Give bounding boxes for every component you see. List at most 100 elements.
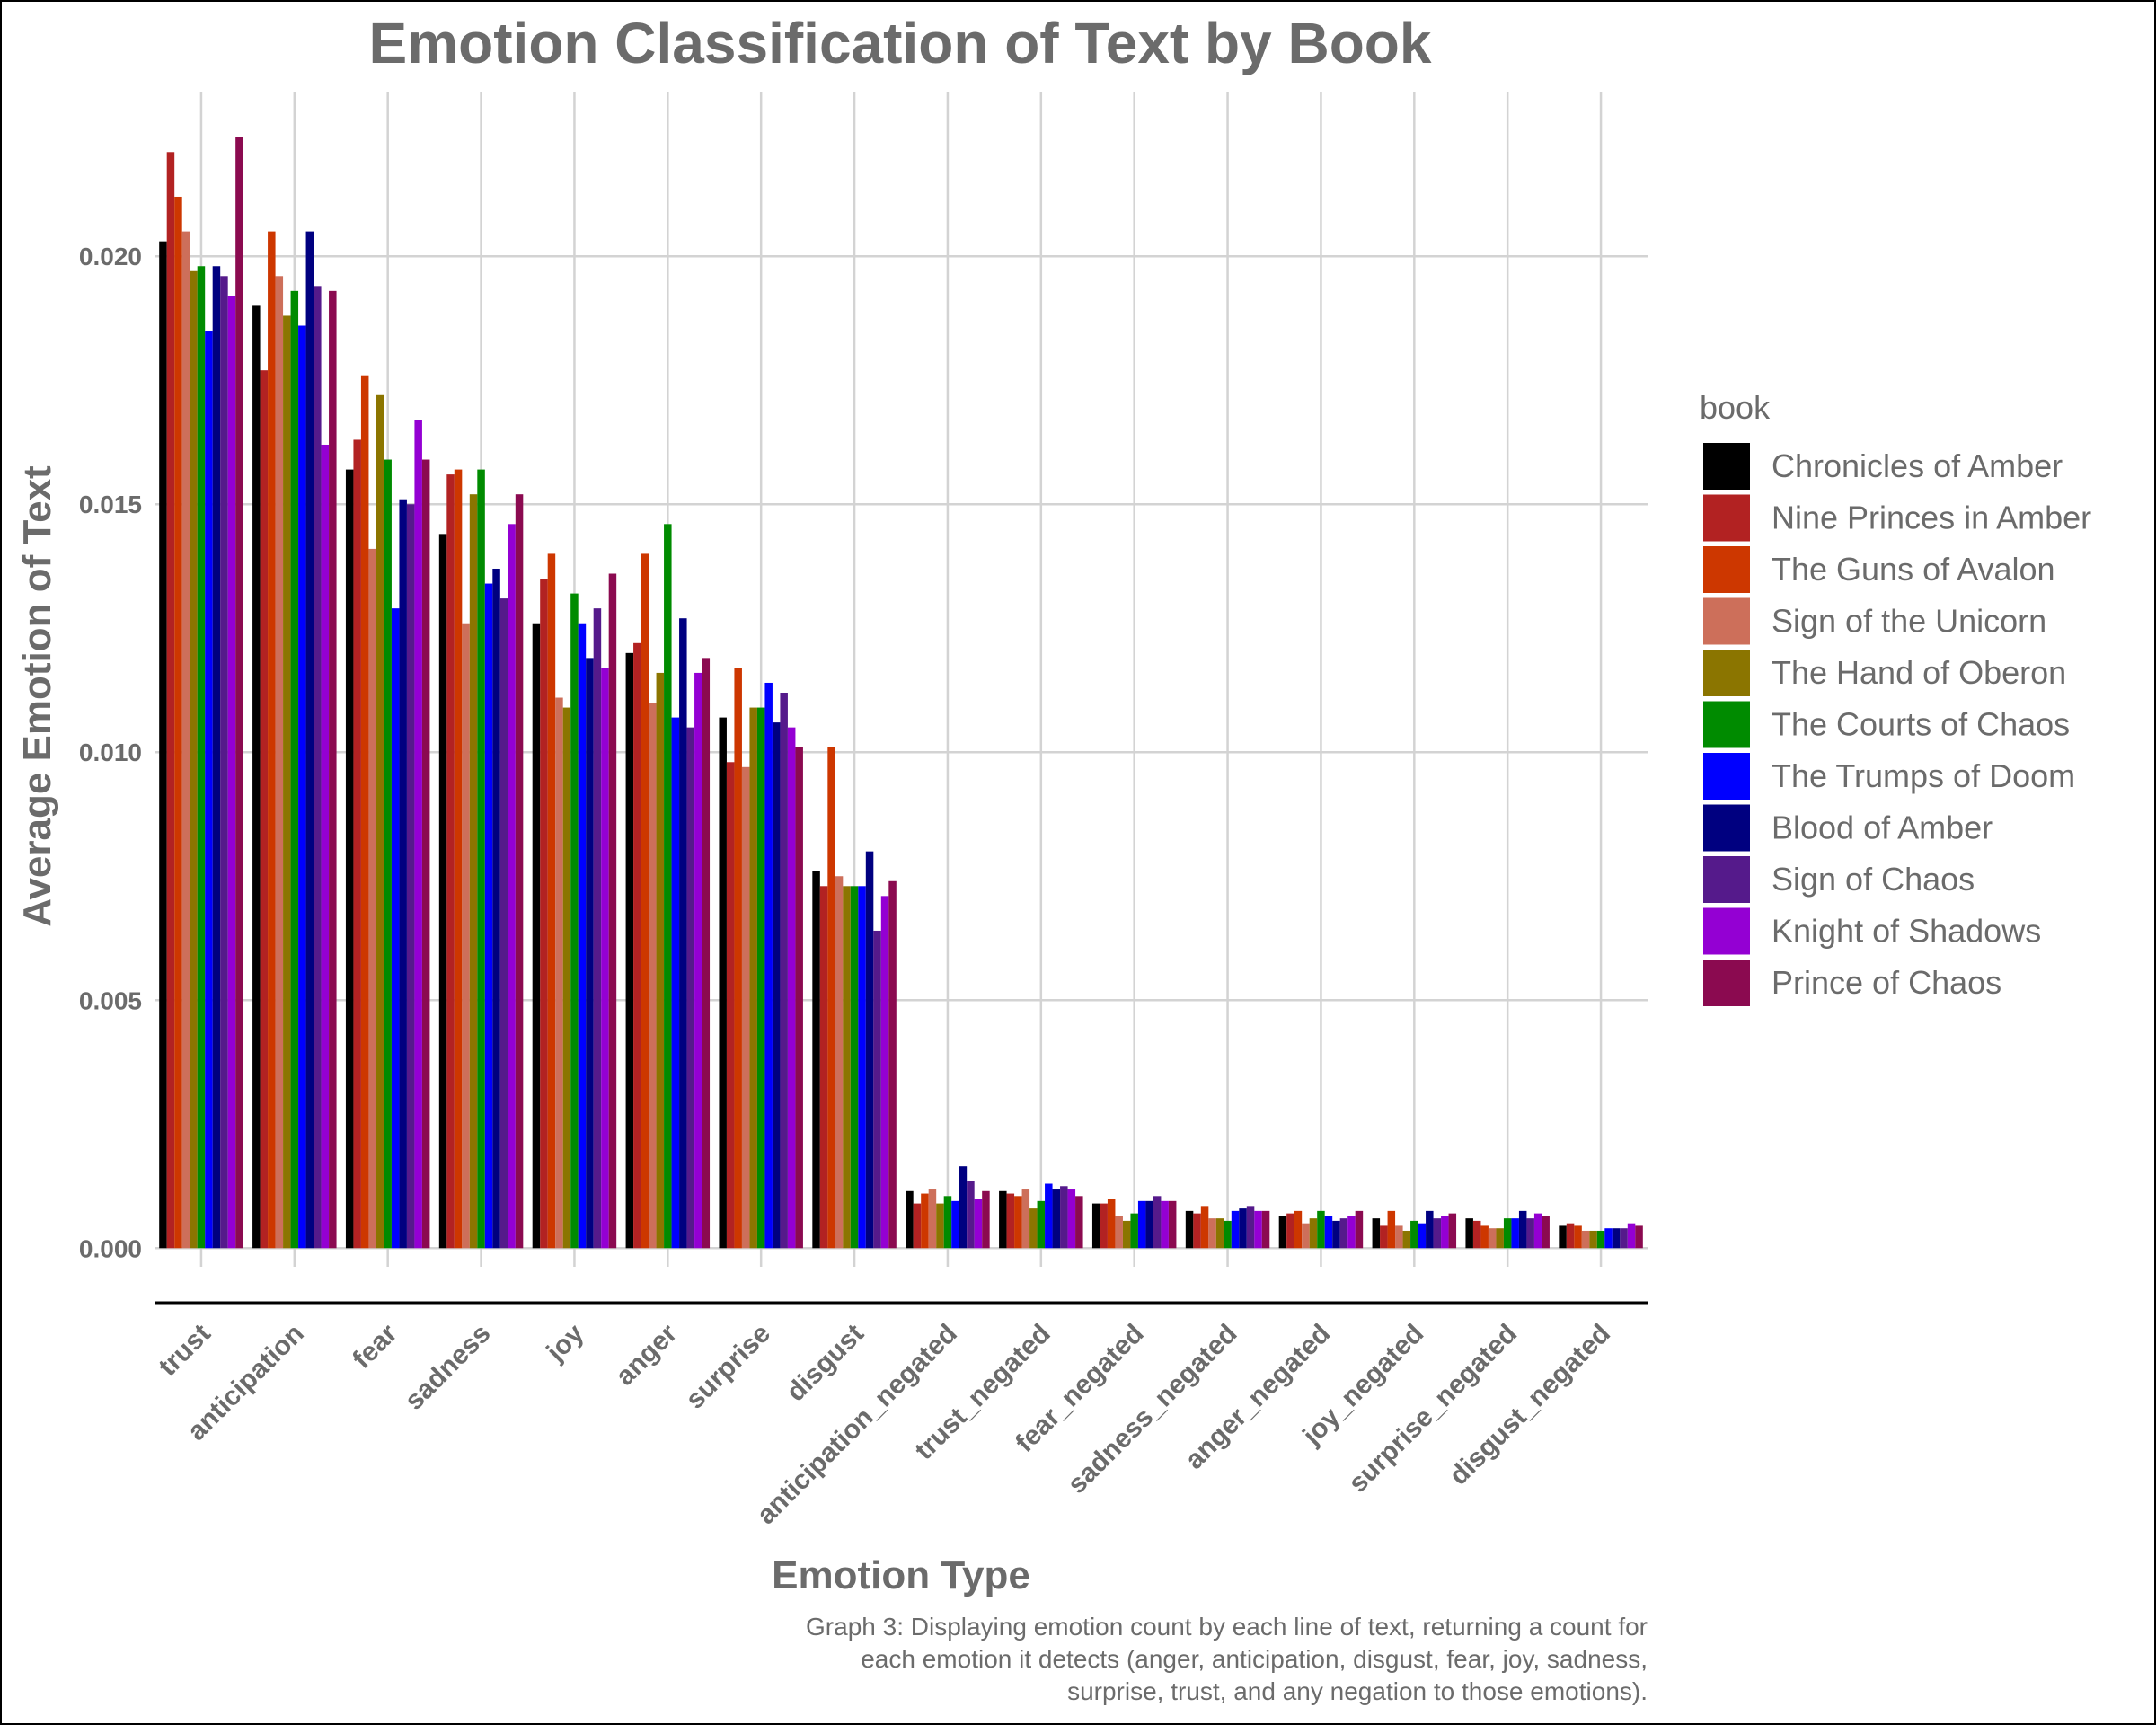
bar <box>1380 1225 1388 1249</box>
bar <box>858 886 866 1249</box>
bar <box>1130 1213 1138 1249</box>
bar <box>492 568 500 1249</box>
bar <box>749 707 757 1249</box>
legend-swatch <box>1703 443 1750 490</box>
bar <box>1339 1218 1348 1249</box>
bar <box>562 707 571 1249</box>
legend-label: The Trumps of Doom <box>1772 757 2075 794</box>
bar <box>1612 1228 1621 1249</box>
bar <box>268 231 276 1249</box>
bar <box>1254 1210 1262 1249</box>
legend-label: Chronicles of Amber <box>1772 447 2063 484</box>
bar <box>1620 1228 1628 1249</box>
bar <box>1372 1218 1381 1249</box>
bar <box>547 553 556 1249</box>
bar <box>959 1166 968 1249</box>
bar <box>540 579 548 1249</box>
bar <box>795 747 803 1249</box>
bar <box>260 370 269 1249</box>
bar <box>1566 1223 1575 1249</box>
bar <box>1395 1225 1403 1249</box>
bar <box>1332 1220 1340 1249</box>
bar <box>928 1189 937 1249</box>
bar <box>679 618 687 1249</box>
bar <box>555 697 563 1249</box>
bar <box>353 439 361 1249</box>
bar <box>967 1181 975 1249</box>
bar <box>166 152 175 1249</box>
x-tick-label: disgust_negated <box>1444 1319 1616 1491</box>
x-tick-label: surprise <box>680 1319 776 1415</box>
bar <box>438 534 447 1249</box>
bar <box>1418 1223 1427 1249</box>
bar <box>1559 1225 1567 1249</box>
bar <box>1433 1218 1442 1249</box>
bar <box>252 305 261 1249</box>
bar <box>787 727 796 1249</box>
legend-swatch <box>1703 753 1750 800</box>
bar <box>421 459 430 1249</box>
legend-title: book <box>1700 389 1771 426</box>
bar <box>764 682 773 1249</box>
bar <box>888 880 897 1249</box>
bar <box>1518 1210 1527 1249</box>
bar <box>625 652 634 1249</box>
bar <box>1200 1206 1209 1249</box>
legend-label: The Courts of Chaos <box>1772 706 2070 743</box>
bar <box>1067 1189 1076 1249</box>
bar <box>1511 1218 1519 1249</box>
bar <box>843 886 851 1249</box>
caption-line-3: surprise, trust, and any negation to tho… <box>1067 1677 1648 1705</box>
bar <box>1014 1196 1022 1249</box>
bar <box>1208 1218 1216 1249</box>
bar <box>982 1190 990 1249</box>
bar <box>1006 1193 1015 1249</box>
bar <box>608 573 617 1249</box>
bar <box>974 1199 983 1249</box>
bar <box>329 290 337 1249</box>
bar <box>1261 1210 1270 1249</box>
bar <box>298 325 306 1249</box>
bar <box>360 375 369 1249</box>
bar <box>641 553 649 1249</box>
bar <box>283 315 291 1249</box>
y-axis-title: Average Emotion of Text <box>15 465 59 927</box>
bar <box>1309 1218 1318 1249</box>
legend-swatch <box>1703 804 1750 852</box>
y-tick-labels: 0.000 0.005 0.010 0.015 0.020 <box>79 243 142 1262</box>
bar <box>1122 1220 1131 1249</box>
bar <box>943 1196 952 1249</box>
bar <box>865 851 874 1249</box>
bar <box>1317 1210 1325 1249</box>
bar <box>384 459 392 1249</box>
bar <box>873 930 881 1249</box>
bar <box>913 1203 922 1249</box>
bar <box>1402 1230 1411 1249</box>
bar <box>1075 1196 1083 1249</box>
bar <box>275 276 284 1249</box>
legend-label: Sign of the Unicorn <box>1772 603 2046 640</box>
bars <box>159 137 1643 1249</box>
caption-line-1: Graph 3: Displaying emotion count by eac… <box>806 1613 1648 1641</box>
x-tick-label: fear <box>347 1318 402 1374</box>
y-tick-label: 0.010 <box>79 739 142 766</box>
legend-label: Blood of Amber <box>1772 809 1993 846</box>
bar <box>772 722 781 1249</box>
bar <box>780 693 788 1249</box>
bar <box>1278 1216 1287 1249</box>
bar <box>515 494 524 1249</box>
bar <box>827 747 835 1249</box>
bar <box>702 658 711 1249</box>
bar <box>190 270 198 1249</box>
bar <box>1115 1216 1123 1249</box>
bar <box>1037 1200 1046 1249</box>
bar <box>656 672 665 1249</box>
bar <box>1574 1225 1582 1249</box>
bar <box>951 1200 959 1249</box>
bar <box>1496 1228 1504 1249</box>
bar <box>1145 1200 1153 1249</box>
caption-line-2: each emotion it detects (anger, anticipa… <box>861 1645 1648 1673</box>
bar <box>1107 1199 1116 1249</box>
